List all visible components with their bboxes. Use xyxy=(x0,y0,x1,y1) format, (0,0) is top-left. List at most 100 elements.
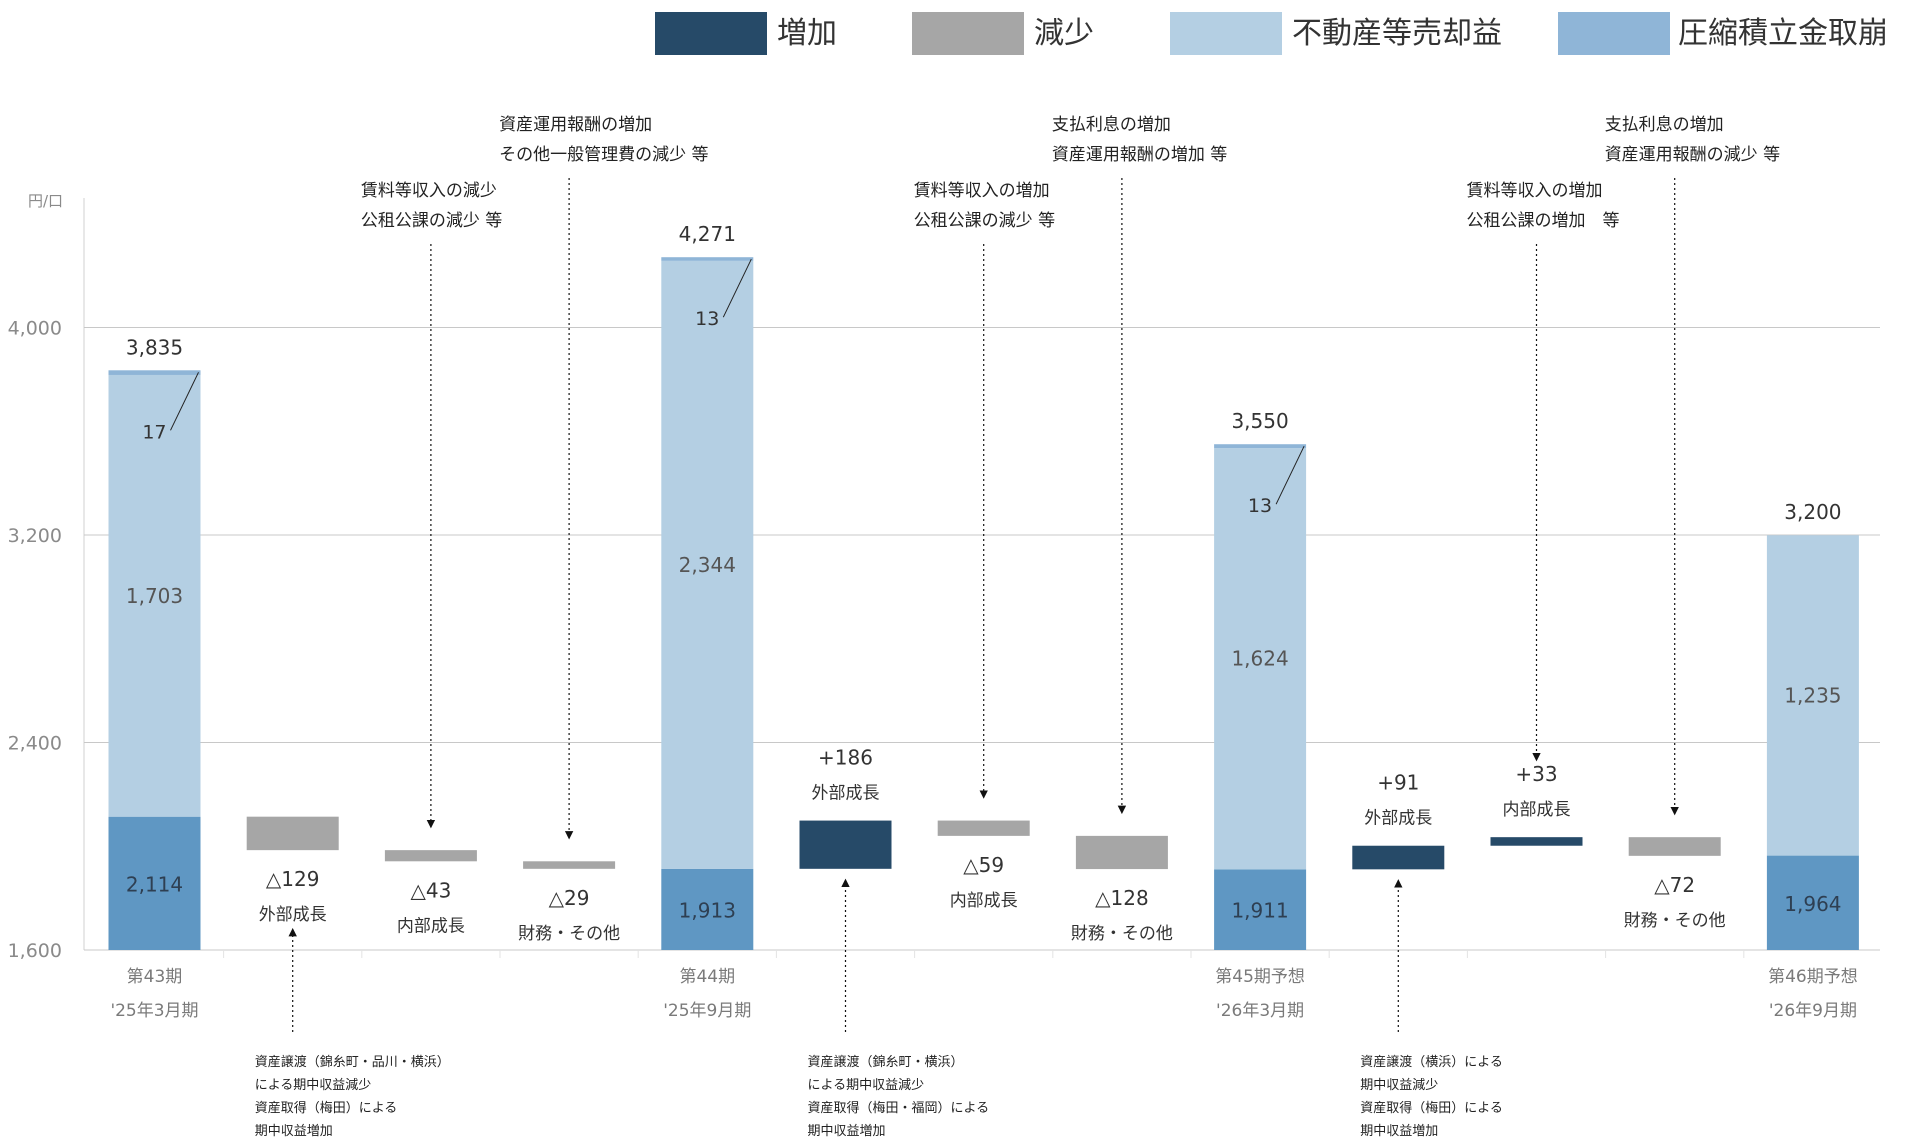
note-text: 支払利息の増加 xyxy=(1605,115,1724,135)
footnote-text: 期中収益増加 xyxy=(808,1124,886,1139)
bar-reserve xyxy=(1766,855,1859,950)
footnote-text: 資産取得（梅田）による xyxy=(255,1100,398,1116)
step-value-label: △72 xyxy=(1654,873,1695,897)
gain-value-label: 1,235 xyxy=(1784,683,1841,707)
bars xyxy=(108,257,1859,950)
step-category-label: 内部成長 xyxy=(1503,800,1571,820)
x-category-sublabel: '25年9月期 xyxy=(663,1001,751,1021)
bar-gain xyxy=(108,374,201,817)
note-text: 資産運用報酬の減少 等 xyxy=(1605,145,1780,165)
y-axis-unit: 円/口 xyxy=(28,192,63,210)
x-category-label: 第46期予想 xyxy=(1768,967,1858,987)
reserve-value-label: 1,964 xyxy=(1784,892,1841,916)
footnote-text: 資産譲渡（横浜）による xyxy=(1360,1054,1503,1070)
bar-increase xyxy=(799,820,892,869)
x-category-sublabel: '26年9月期 xyxy=(1769,1001,1857,1021)
step-value-label: +186 xyxy=(818,746,873,770)
note-text: 公租公課の減少 等 xyxy=(361,211,502,231)
step-value-label: +33 xyxy=(1515,762,1557,786)
note-text: 資産運用報酬の増加 等 xyxy=(1052,145,1227,165)
legend-swatch-gain xyxy=(1170,12,1282,55)
note-text: 賃料等収入の減少 xyxy=(361,181,497,201)
note-text: その他一般管理費の減少 等 xyxy=(499,145,708,165)
x-category-sublabel: '26年3月期 xyxy=(1216,1001,1304,1021)
step-value-label: △43 xyxy=(410,878,451,902)
grid-lines xyxy=(84,327,1880,958)
step-value-label: △129 xyxy=(266,867,320,891)
legend-label-decrease: 減少 xyxy=(1034,16,1094,51)
reserve-value-label: 2,114 xyxy=(126,872,183,896)
step-category-label: 財務・その他 xyxy=(518,924,620,944)
bar-other xyxy=(661,257,754,261)
bar-decrease xyxy=(384,850,477,862)
x-category-label: 第43期 xyxy=(127,967,183,987)
x-category-sublabel: '25年3月期 xyxy=(110,1001,198,1021)
bar-reserve xyxy=(1214,869,1307,950)
x-category-label: 第44期 xyxy=(679,967,735,987)
reserve-value-label: 1,911 xyxy=(1231,899,1288,923)
step-value-label: △29 xyxy=(549,886,590,910)
step-category-label: 財務・その他 xyxy=(1624,911,1726,931)
legend-swatch-decrease xyxy=(912,12,1024,55)
bar-decrease xyxy=(1628,837,1721,856)
bar-decrease xyxy=(1075,835,1168,870)
note-text: 賃料等収入の増加 xyxy=(914,181,1050,201)
y-tick-label: 2,400 xyxy=(8,733,62,755)
legend-label-increase: 増加 xyxy=(777,16,837,51)
footnote-text: 資産取得（梅田）による xyxy=(1360,1100,1503,1116)
total-value-label: 3,835 xyxy=(126,335,183,359)
other-value-label: 13 xyxy=(1248,495,1272,517)
gain-value-label: 2,344 xyxy=(679,553,736,577)
leader-line xyxy=(170,372,199,431)
note-text: 公租公課の減少 等 xyxy=(914,211,1055,231)
legend-label-reserve: 圧縮積立金取崩 xyxy=(1678,16,1888,51)
bar-increase xyxy=(1490,837,1583,846)
legend: 増加 減少 不動産等売却益 圧縮積立金取崩 xyxy=(655,12,1888,55)
y-tick-label: 4,000 xyxy=(8,318,62,340)
x-category-label: 第45期予想 xyxy=(1215,967,1305,987)
footnote-text: 期中収益減少 xyxy=(1360,1077,1438,1093)
note-text: 資産運用報酬の増加 xyxy=(499,115,652,135)
total-value-label: 3,200 xyxy=(1784,500,1841,524)
legend-swatch-reserve xyxy=(1558,12,1670,55)
gain-value-label: 1,703 xyxy=(126,584,183,608)
footnote-text: 期中収益増加 xyxy=(255,1124,333,1139)
step-category-label: 外部成長 xyxy=(259,905,327,925)
other-value-label: 17 xyxy=(142,421,166,443)
footnote-text: による期中収益減少 xyxy=(808,1077,925,1093)
legend-swatch-increase xyxy=(655,12,767,55)
footnote-text: 資産譲渡（錦糸町・横浜） xyxy=(808,1054,964,1070)
bar-decrease xyxy=(523,861,616,869)
bar-reserve xyxy=(108,816,201,950)
step-category-label: 外部成長 xyxy=(812,784,880,804)
bar-other xyxy=(108,370,201,375)
bar-gain xyxy=(1766,535,1859,856)
bar-other xyxy=(1214,444,1307,449)
bar-decrease xyxy=(246,816,339,851)
note-text: 賃料等収入の増加 xyxy=(1467,181,1603,201)
total-value-label: 3,550 xyxy=(1231,409,1288,433)
footnote-text: 期中収益増加 xyxy=(1360,1124,1438,1139)
footnote-text: による期中収益減少 xyxy=(255,1077,372,1093)
legend-label-gain: 不動産等売却益 xyxy=(1292,16,1502,51)
step-value-label: △128 xyxy=(1095,886,1149,910)
step-category-label: 外部成長 xyxy=(1364,809,1432,829)
y-tick-label: 1,600 xyxy=(8,940,62,962)
leader-line xyxy=(1275,446,1305,505)
y-tick-label: 3,200 xyxy=(8,525,62,547)
total-value-label: 4,271 xyxy=(679,222,736,246)
bar-gain xyxy=(661,260,754,869)
leader-line xyxy=(722,258,752,318)
annotations: 17 3,835 1,703 2,114 第43期 '25年3月期 △129 外部成長 △43 内… xyxy=(110,115,1857,1139)
bar-decrease xyxy=(937,820,1030,836)
step-category-label: 財務・その他 xyxy=(1071,924,1173,944)
bar-increase xyxy=(1352,845,1445,870)
footnote-text: 資産譲渡（錦糸町・品川・横浜） xyxy=(255,1054,450,1070)
bar-gain xyxy=(1214,448,1307,870)
note-text: 公租公課の増加 等 xyxy=(1467,211,1620,231)
y-axis-ticks: 1,600 2,400 3,200 4,000 xyxy=(8,318,62,963)
footnote-text: 資産取得（梅田・福岡）による xyxy=(808,1100,990,1116)
step-value-label: △59 xyxy=(963,853,1004,877)
note-text: 支払利息の増加 xyxy=(1052,115,1171,135)
